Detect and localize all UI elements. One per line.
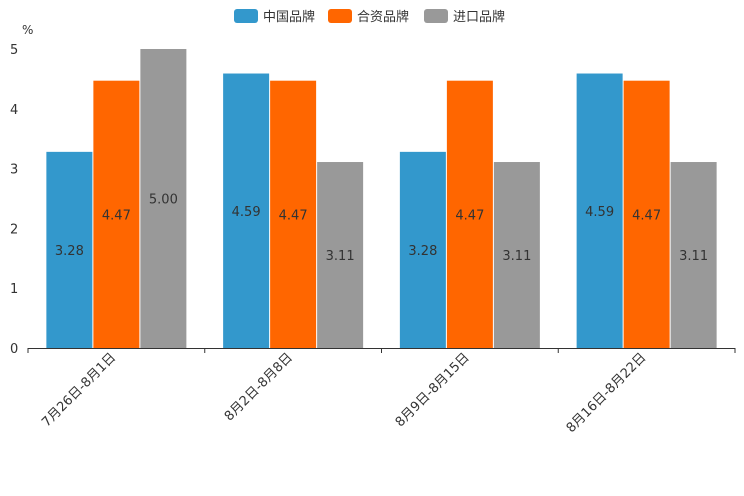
y-unit-label: % bbox=[22, 23, 33, 37]
y-tick-label: 1 bbox=[10, 282, 18, 297]
legend-label: 合资品牌 bbox=[357, 9, 409, 25]
bar[interactable] bbox=[576, 73, 623, 348]
legend-swatch bbox=[234, 9, 258, 23]
data-label: 5.00 bbox=[149, 193, 178, 208]
legend-label: 进口品牌 bbox=[453, 9, 505, 25]
legend-item[interactable]: 合资品牌 bbox=[328, 9, 409, 25]
bar[interactable] bbox=[93, 80, 140, 348]
bar[interactable] bbox=[46, 151, 93, 348]
data-label: 4.59 bbox=[585, 205, 614, 220]
x-axis: 7月26日-8月1日 8月2日-8月8日 8月9日-8月15日 8月16日-8月22日 bbox=[27, 348, 736, 436]
y-tick-label: 5 bbox=[10, 43, 18, 58]
bar[interactable] bbox=[317, 162, 364, 348]
data-label: 4.59 bbox=[232, 205, 261, 220]
y-tick-label: 0 bbox=[10, 342, 18, 357]
bar[interactable] bbox=[670, 162, 717, 348]
y-tick-label: 4 bbox=[10, 103, 18, 118]
bar[interactable] bbox=[140, 49, 187, 348]
data-label: 4.47 bbox=[455, 208, 484, 223]
x-category-label: 8月2日-8月8日 bbox=[222, 350, 296, 424]
x-category-label: 8月16日-8月22日 bbox=[564, 350, 650, 436]
data-label: 3.11 bbox=[502, 249, 531, 264]
x-category-label: 7月26日-8月1日 bbox=[39, 350, 119, 430]
y-axis: 0 1 2 3 4 5 bbox=[10, 43, 18, 357]
y-tick-label: 2 bbox=[10, 222, 18, 237]
legend-item[interactable]: 进口品牌 bbox=[424, 9, 505, 25]
data-label: 3.28 bbox=[408, 244, 437, 259]
y-tick-label: 3 bbox=[10, 163, 18, 178]
bar[interactable] bbox=[270, 80, 317, 348]
bar[interactable] bbox=[446, 80, 493, 348]
bar[interactable] bbox=[493, 162, 540, 348]
data-label: 4.47 bbox=[279, 208, 308, 223]
data-label: 4.47 bbox=[632, 208, 661, 223]
legend-label: 中国品牌 bbox=[263, 9, 315, 25]
legend-swatch bbox=[424, 9, 448, 23]
bars: 3.28 4.47 5.00 4.59 4.47 3.11 3.28 4.47 3.11 4.59… bbox=[46, 49, 717, 348]
bar[interactable] bbox=[223, 73, 270, 348]
bar[interactable] bbox=[623, 80, 670, 348]
bar[interactable] bbox=[399, 151, 446, 348]
data-label: 3.28 bbox=[55, 244, 84, 259]
legend: 中国品牌 合资品牌 进口品牌 bbox=[234, 9, 505, 25]
data-label: 3.11 bbox=[326, 249, 355, 264]
legend-swatch bbox=[328, 9, 352, 23]
data-label: 3.11 bbox=[679, 249, 708, 264]
data-label: 4.47 bbox=[102, 208, 131, 223]
x-category-label: 8月9日-8月15日 bbox=[393, 350, 473, 430]
legend-item[interactable]: 中国品牌 bbox=[234, 9, 315, 25]
